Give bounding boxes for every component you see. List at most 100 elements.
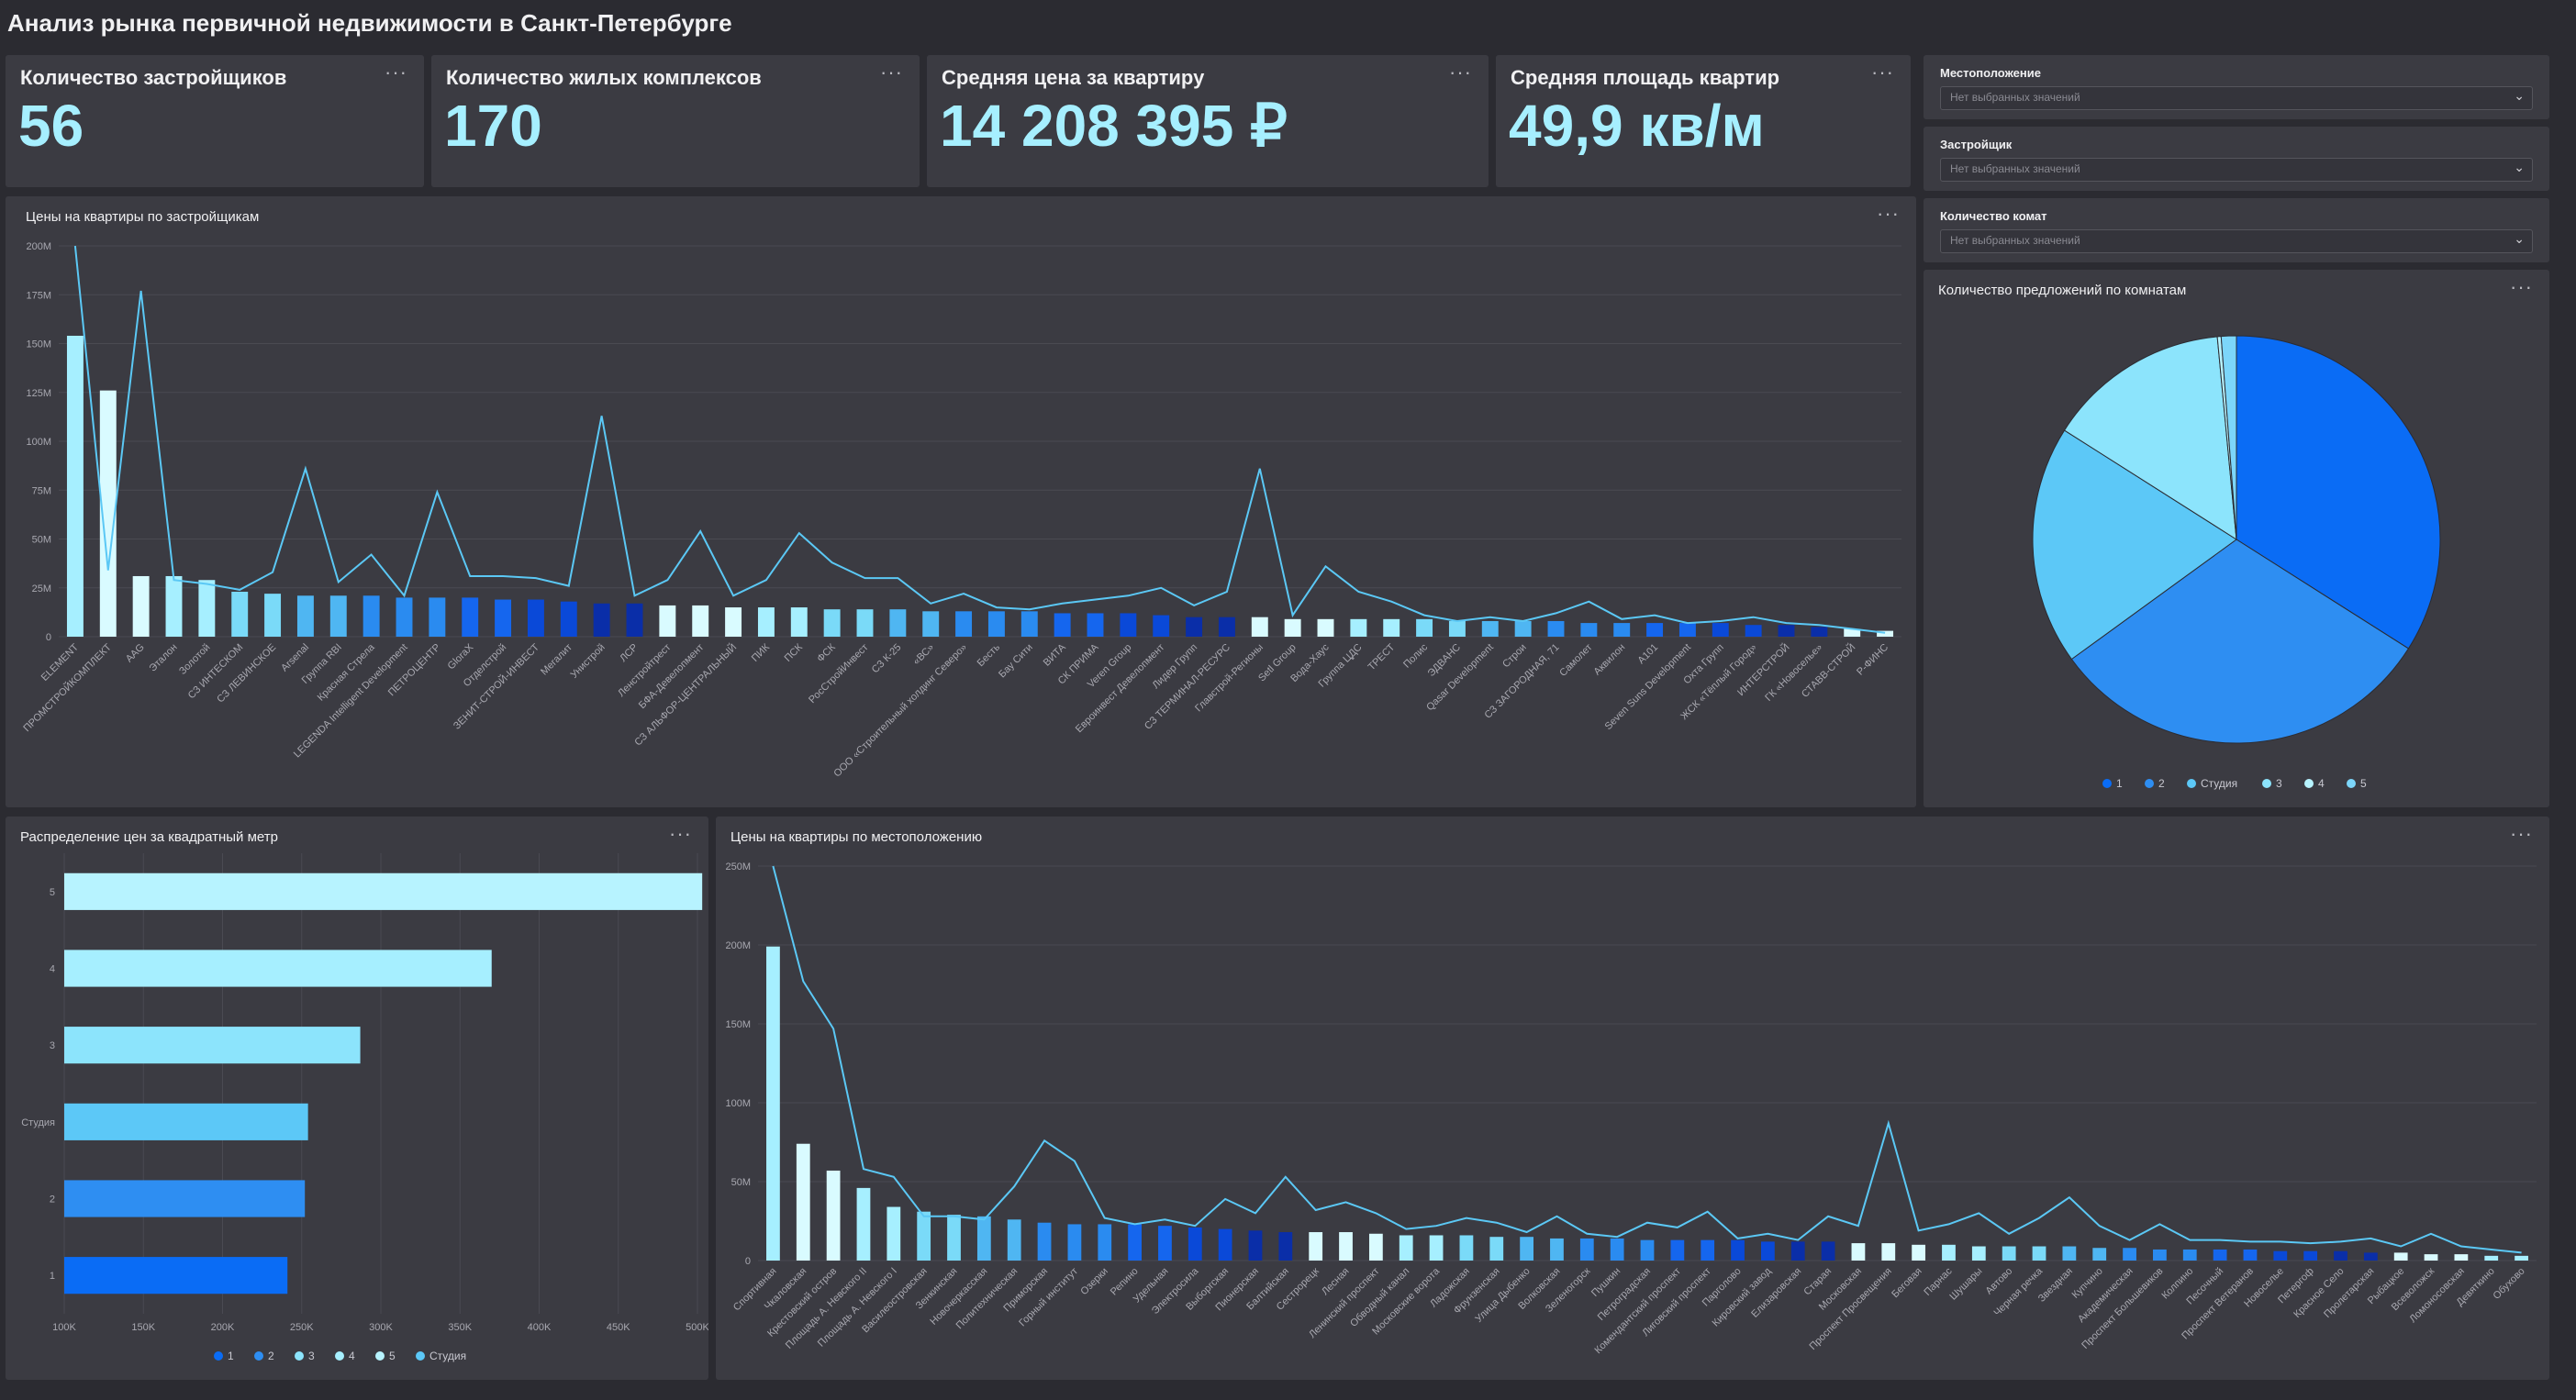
developers-chart: 025M50M75M100M125M150M175M200MELEMENTПРО… — [21, 241, 1901, 779]
bar — [560, 601, 577, 637]
x-tick-label: Беговая — [1890, 1266, 1924, 1301]
bar — [296, 595, 314, 637]
rooms-select[interactable]: Нет выбранных значений ⌄ — [1940, 229, 2533, 253]
y-tick-label: 200M — [26, 241, 51, 252]
x-tick-label: Arsenal — [279, 642, 311, 674]
pie-slice — [2220, 335, 2237, 540]
x-tick-label: 250K — [290, 1322, 314, 1333]
bar — [1481, 620, 1499, 637]
bar — [396, 597, 413, 637]
more-dots-icon[interactable]: ··· — [2510, 275, 2533, 298]
x-tick-label: 150K — [131, 1322, 155, 1333]
more-dots-icon[interactable]: ··· — [2510, 822, 2533, 845]
chevron-down-icon[interactable]: ⌄ — [2514, 88, 2525, 103]
bar — [1670, 1239, 1685, 1261]
bar — [362, 595, 380, 637]
x-tick-label: ФСК — [815, 641, 838, 664]
y-tick-label: 100M — [725, 1098, 751, 1109]
locations-chart: 050M100M150M200M250MСпортивнаяЧкаловская… — [725, 861, 2537, 1356]
bar — [2484, 1255, 2499, 1261]
filter-rooms: Количество комат Нет выбранных значений … — [1924, 198, 2549, 262]
bar — [1020, 611, 1038, 637]
y-tick-label: 3 — [50, 1040, 55, 1051]
bar — [329, 595, 347, 637]
bar — [2123, 1248, 2136, 1261]
legend-marker — [214, 1351, 223, 1361]
filter-label: Количество комат — [1940, 209, 2047, 223]
kpi-label: Количество застройщиков — [20, 66, 287, 89]
bar — [1218, 1228, 1232, 1261]
legend-label: 3 — [308, 1350, 315, 1362]
kpi-card-avg-price: Средняя цена за квартиру 14 208 395 ₽ ··… — [927, 55, 1489, 187]
chart-card-locations: Цены на квартиры по местоположению ··· 0… — [716, 817, 2549, 1380]
bar — [593, 603, 610, 637]
bar — [1942, 1244, 1956, 1261]
kpi-value: 56 — [18, 93, 84, 159]
bar — [1120, 613, 1137, 637]
location-select[interactable]: Нет выбранных значений ⌄ — [1940, 86, 2533, 110]
x-tick-label: 500K — [686, 1322, 708, 1333]
chevron-down-icon[interactable]: ⌄ — [2514, 160, 2525, 174]
x-tick-label: 450K — [607, 1322, 630, 1333]
x-tick-label: 300K — [369, 1322, 393, 1333]
chart-card-developers: Цены на квартиры по застройщикам ··· 0 25… — [6, 196, 1916, 807]
more-dots-icon[interactable]: ··· — [1877, 202, 1900, 225]
kpi-value: 14 208 395 ₽ — [940, 93, 1288, 159]
x-tick-label: Унистрой — [569, 642, 608, 681]
bar — [1128, 1224, 1142, 1261]
x-tick-label: Озерки — [1078, 1266, 1110, 1297]
developer-select[interactable]: Нет выбранных значений ⌄ — [1940, 158, 2533, 182]
chevron-down-icon[interactable]: ⌄ — [2514, 231, 2525, 246]
more-dots-icon[interactable]: ··· — [1449, 61, 1472, 83]
chart-title: Цены на квартиры по застройщикам — [26, 209, 260, 225]
max-price-line — [73, 245, 1886, 634]
more-dots-icon[interactable]: ··· — [385, 61, 407, 83]
more-dots-icon[interactable]: ··· — [1871, 61, 1894, 83]
x-tick-label: Qasar Development — [1424, 642, 1496, 714]
bar — [1037, 1222, 1052, 1261]
x-tick-label: Академическая — [2076, 1266, 2136, 1326]
legend-label: 2 — [2158, 777, 2165, 790]
x-tick-label: ЛСР — [618, 642, 640, 664]
bar — [856, 1187, 871, 1261]
more-dots-icon[interactable]: ··· — [669, 822, 692, 845]
bar — [1580, 623, 1598, 637]
y-tick-label: 2 — [50, 1194, 55, 1206]
bar — [2153, 1249, 2167, 1261]
pie-slice — [2032, 429, 2237, 661]
x-tick-label: 350K — [448, 1322, 472, 1333]
bar — [1790, 1241, 1805, 1261]
x-tick-label: Бау Сити — [997, 642, 1035, 681]
bar — [1640, 1239, 1655, 1261]
bar — [1007, 1219, 1021, 1261]
bar — [955, 611, 973, 637]
bar — [2182, 1249, 2197, 1261]
filter-location: Местоположение Нет выбранных значений ⌄ — [1924, 55, 2549, 119]
bar — [917, 1211, 931, 1261]
bar — [64, 1257, 288, 1294]
bar — [2334, 1250, 2347, 1261]
bar — [2243, 1249, 2258, 1261]
bar — [2393, 1252, 2408, 1261]
pie-slice — [2236, 335, 2441, 650]
x-tick-label: ГК «Новоселье» — [1763, 642, 1824, 704]
bar — [2515, 1255, 2528, 1261]
bar — [1087, 613, 1104, 637]
filter-developer: Застройщик Нет выбранных значений ⌄ — [1924, 127, 2549, 191]
x-tick-label: Красная Стрела — [316, 641, 378, 704]
kpi-value: 49,9 кв/м — [1509, 93, 1765, 159]
x-tick-label: Эталон — [147, 642, 179, 674]
bar — [66, 335, 84, 637]
x-tick-label: Р-ФИНС — [1855, 642, 1890, 678]
pie-slice — [2063, 336, 2237, 540]
bar — [99, 390, 117, 637]
bar — [823, 609, 841, 637]
bar — [1186, 617, 1203, 637]
y-tick-label: 25M — [32, 583, 51, 594]
sqm-price-chart: 100K 150K 200K 250K 300K 350K 400K 450K 500K 5 4 3 С… — [21, 853, 708, 1362]
more-dots-icon[interactable]: ··· — [880, 61, 903, 83]
bar — [856, 609, 874, 637]
x-tick-label: AAG — [124, 642, 147, 665]
y-tick-label: 150M — [26, 339, 51, 350]
bar — [1054, 613, 1071, 637]
